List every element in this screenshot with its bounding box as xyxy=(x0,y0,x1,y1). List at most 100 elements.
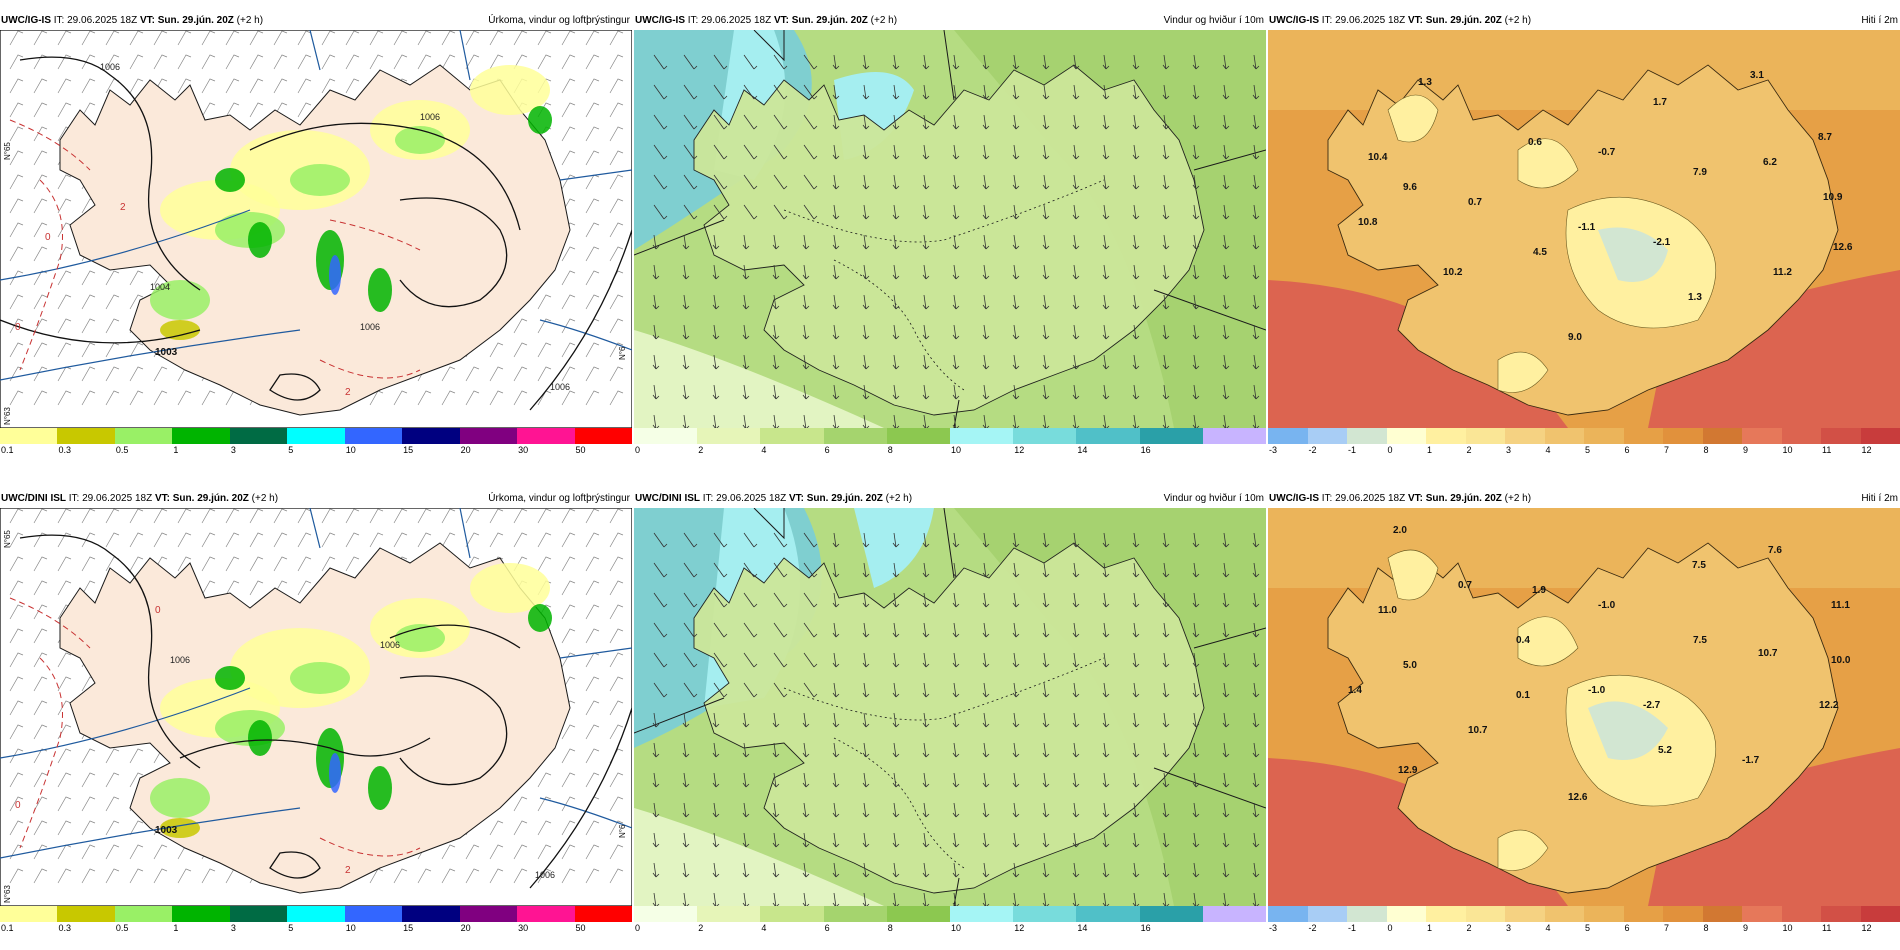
colorbar-swatch xyxy=(1742,428,1782,444)
isobar-label: 1006 xyxy=(170,655,190,665)
temp-map[interactable]: 2.0 7.6 7.5 0.7 1.9 -1.0 11.1 11.0 0.4 7.5 10.7 10.… xyxy=(1268,508,1900,906)
colorbar-tick-label: 16 xyxy=(1140,923,1151,933)
temp-point-label: 11.1 xyxy=(1831,600,1850,611)
colorbar-tick-label: 2 xyxy=(1466,445,1472,455)
colorbar-swatch xyxy=(114,906,173,922)
colorbar-swatch xyxy=(1860,428,1900,444)
wind-map[interactable] xyxy=(634,30,1266,428)
temp-point-label: 1.4 xyxy=(1348,685,1362,696)
temp-label: 0 xyxy=(45,232,51,243)
pressure-labels: 1006 1006 1003 1006 xyxy=(155,640,555,880)
temp-label: 0 xyxy=(15,800,21,811)
colorbar-swatch xyxy=(1505,428,1545,444)
colorbar-tick-label: 8 xyxy=(1703,445,1709,455)
temp-point-label: 5.0 xyxy=(1403,660,1417,671)
temp-point-label: 1.3 xyxy=(1688,292,1702,303)
lead-time: (+2 h) xyxy=(1504,493,1532,504)
wind-map[interactable] xyxy=(634,508,1266,906)
temp-point-label: 6.2 xyxy=(1763,157,1777,168)
colorbar-tick-label: 15 xyxy=(403,445,414,455)
colorbar-swatch xyxy=(1544,428,1584,444)
colorbar-swatch xyxy=(1139,906,1203,922)
temp-highlands xyxy=(1387,94,1717,393)
panel-header: UWC/IG-IS IT: 29.06.2025 18Z VT: Sun. 29… xyxy=(1268,12,1900,30)
colorbar-tick-label: 0 xyxy=(1387,445,1393,455)
temp-point-label: 0.6 xyxy=(1528,137,1542,148)
colorbar-swatch xyxy=(1307,428,1347,444)
colorbar-tick-label: 11 xyxy=(1822,923,1832,933)
colorbar-tick-label: 8 xyxy=(887,923,893,933)
pressure-point-label: 1003 xyxy=(155,825,178,836)
colorbar-swatch xyxy=(1742,906,1782,922)
colorbar-tick-label: 0.1 xyxy=(1,445,14,455)
init-time: IT: 29.06.2025 18Z xyxy=(1321,493,1406,504)
panel-title: Úrkoma, vindur og loftþrýstingur xyxy=(488,493,630,504)
colorbar-swatch xyxy=(402,906,460,922)
colorbar-swatch xyxy=(697,428,761,444)
temp-point-label: 10.8 xyxy=(1358,217,1378,228)
colorbar-swatch xyxy=(229,906,288,922)
valid-time: VT: Sun. 29.jún. 20Z xyxy=(1407,493,1502,504)
colorbar-swatch xyxy=(1013,428,1077,444)
colorbar-tick-label: 12 xyxy=(1861,923,1872,933)
colorbar-swatch xyxy=(574,906,632,922)
colorbar-swatch xyxy=(517,906,575,922)
colorbar-tick-label: 10 xyxy=(1782,445,1793,455)
temp-point-label: 12.9 xyxy=(1398,765,1418,776)
temp-label: 2 xyxy=(345,387,351,398)
colorbar-tick-label: 10 xyxy=(951,923,962,933)
colorbar-tick-label: 3 xyxy=(230,923,236,933)
colorbar-swatch xyxy=(402,428,460,444)
wind-arrows xyxy=(652,54,1260,428)
colorbar-tick-label: 50 xyxy=(575,923,586,933)
colorbar-tick-label: 2 xyxy=(698,923,704,933)
precip-map[interactable]: 1006 1006 1003 1006 0 2 0 N°65 N°6 N°63 xyxy=(0,508,632,906)
colorbar-swatch xyxy=(1663,906,1703,922)
temp-contour-labels: 0 2 0 2 xyxy=(15,202,351,398)
lat-labels: N°65 N°6 N°63 xyxy=(3,142,627,425)
temp-point-label: 9.6 xyxy=(1403,182,1417,193)
init-time: IT: 29.06.2025 18Z xyxy=(687,15,772,26)
colorbar-tick-label: 0.5 xyxy=(115,445,129,455)
temp-highlands xyxy=(1387,549,1717,871)
colorbar-swatch xyxy=(1465,906,1505,922)
temp-point-label: -0.7 xyxy=(1598,147,1616,158)
temp-point-label: -2.7 xyxy=(1643,700,1661,711)
colorbar-swatch xyxy=(114,428,173,444)
temp-point-label: -1.1 xyxy=(1578,222,1596,233)
colorbar-swatch xyxy=(1663,428,1703,444)
panel-header: UWC/IG-IS IT: 29.06.2025 18Z VT: Sun. 29… xyxy=(634,12,1266,30)
precip-colorbar: 0.1 0.3 0.5 1 3 5 10 15 20 30 50 xyxy=(0,906,632,934)
colorbar-swatch xyxy=(1702,906,1742,922)
temp-point-label: -1.0 xyxy=(1588,685,1606,696)
colorbar-swatch xyxy=(1465,428,1505,444)
colorbar-tick-label: 20 xyxy=(460,445,471,455)
panel-header: UWC/DINI ISL IT: 29.06.2025 18Z VT: Sun.… xyxy=(0,490,632,508)
precip-map[interactable]: 1006 1006 1004 1003 1006 1006 0 2 0 2 N°… xyxy=(0,30,632,428)
colorbar-tick-label: 12 xyxy=(1014,445,1025,455)
valid-time: VT: Sun. 29.jún. 20Z xyxy=(1407,15,1502,26)
colorbar-tick-label: -2 xyxy=(1308,923,1317,933)
panel-title: Hiti í 2m xyxy=(1861,15,1898,26)
colorbar-tick-label: 20 xyxy=(460,923,471,933)
colorbar-tick-label: 4 xyxy=(1545,923,1551,933)
init-time: IT: 29.06.2025 18Z xyxy=(702,493,787,504)
colorbar-swatch xyxy=(57,906,115,922)
temp-point-label: 3.1 xyxy=(1750,70,1764,81)
lat-labels: N°65 N°6 N°63 xyxy=(3,530,627,903)
colorbar-tick-label: 30 xyxy=(518,445,529,455)
colorbar-tick-label: 7 xyxy=(1664,923,1670,933)
colorbar-tick-label: 2 xyxy=(698,445,704,455)
colorbar-tick-label: 0.3 xyxy=(58,923,71,933)
panel-wind-row2: UWC/DINI ISL IT: 29.06.2025 18Z VT: Sun.… xyxy=(634,490,1267,950)
colorbar-tick-label: 4 xyxy=(1545,445,1551,455)
colorbar-tick-label: 2 xyxy=(1466,923,1472,933)
temp-point-label: 1.7 xyxy=(1653,97,1667,108)
colorbar-swatch xyxy=(1347,428,1387,444)
colorbar-tick-label: 14 xyxy=(1077,445,1088,455)
isobar-label: 1006 xyxy=(360,322,380,332)
colorbar-tick-label: 16 xyxy=(1140,445,1151,455)
colorbar-swatch xyxy=(1076,906,1140,922)
temp-map[interactable]: 1.3 3.1 1.7 0.6 -0.7 8.7 10.4 6.2 7.9 9.6 0.7 10.9 1… xyxy=(1268,30,1900,428)
colorbar-swatch xyxy=(697,906,761,922)
